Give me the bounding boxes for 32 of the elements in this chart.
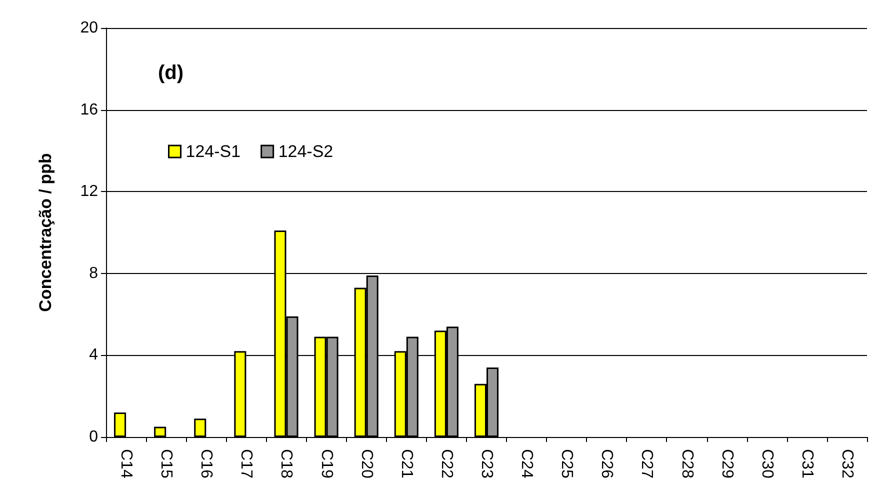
y-tick-label: 16 <box>80 101 98 118</box>
x-tick-label: C28 <box>678 449 696 478</box>
y-tick-label: 20 <box>80 20 98 36</box>
x-tick-label: C19 <box>318 449 335 478</box>
x-tick-label: C16 <box>198 449 215 478</box>
y-axis-title: Concentração / ppb <box>36 153 55 312</box>
y-tick-label: 0 <box>89 428 98 446</box>
x-tick-label: C25 <box>558 449 576 478</box>
bar <box>114 412 126 437</box>
x-tick-label: C22 <box>438 449 455 478</box>
x-tick-label: C30 <box>758 449 776 478</box>
x-tick-label: C32 <box>838 449 856 478</box>
x-tick-label: C15 <box>158 449 175 478</box>
x-tick-label: C23 <box>478 449 495 478</box>
x-tick-label: C27 <box>638 449 656 478</box>
bar <box>154 426 166 437</box>
x-tick-label: C20 <box>358 449 375 478</box>
legend-label: 124-S1 <box>186 142 241 161</box>
x-tick-label: C31 <box>798 449 816 478</box>
y-tick-label: 4 <box>89 346 98 364</box>
annotation: (d) <box>158 62 184 84</box>
y-tick-label: 12 <box>80 183 98 200</box>
y-tick-label: 8 <box>89 264 98 282</box>
bar <box>194 418 206 437</box>
x-tick-label: C14 <box>118 449 135 478</box>
x-tick-label: C26 <box>598 449 616 478</box>
x-tick-label: C17 <box>238 449 255 478</box>
x-tick-label: C29 <box>718 449 736 478</box>
legend-label: 124-S2 <box>278 142 334 161</box>
x-tick-label: C21 <box>398 449 415 478</box>
x-tick-label: C24 <box>518 449 536 478</box>
x-tick-label: C18 <box>278 449 295 478</box>
